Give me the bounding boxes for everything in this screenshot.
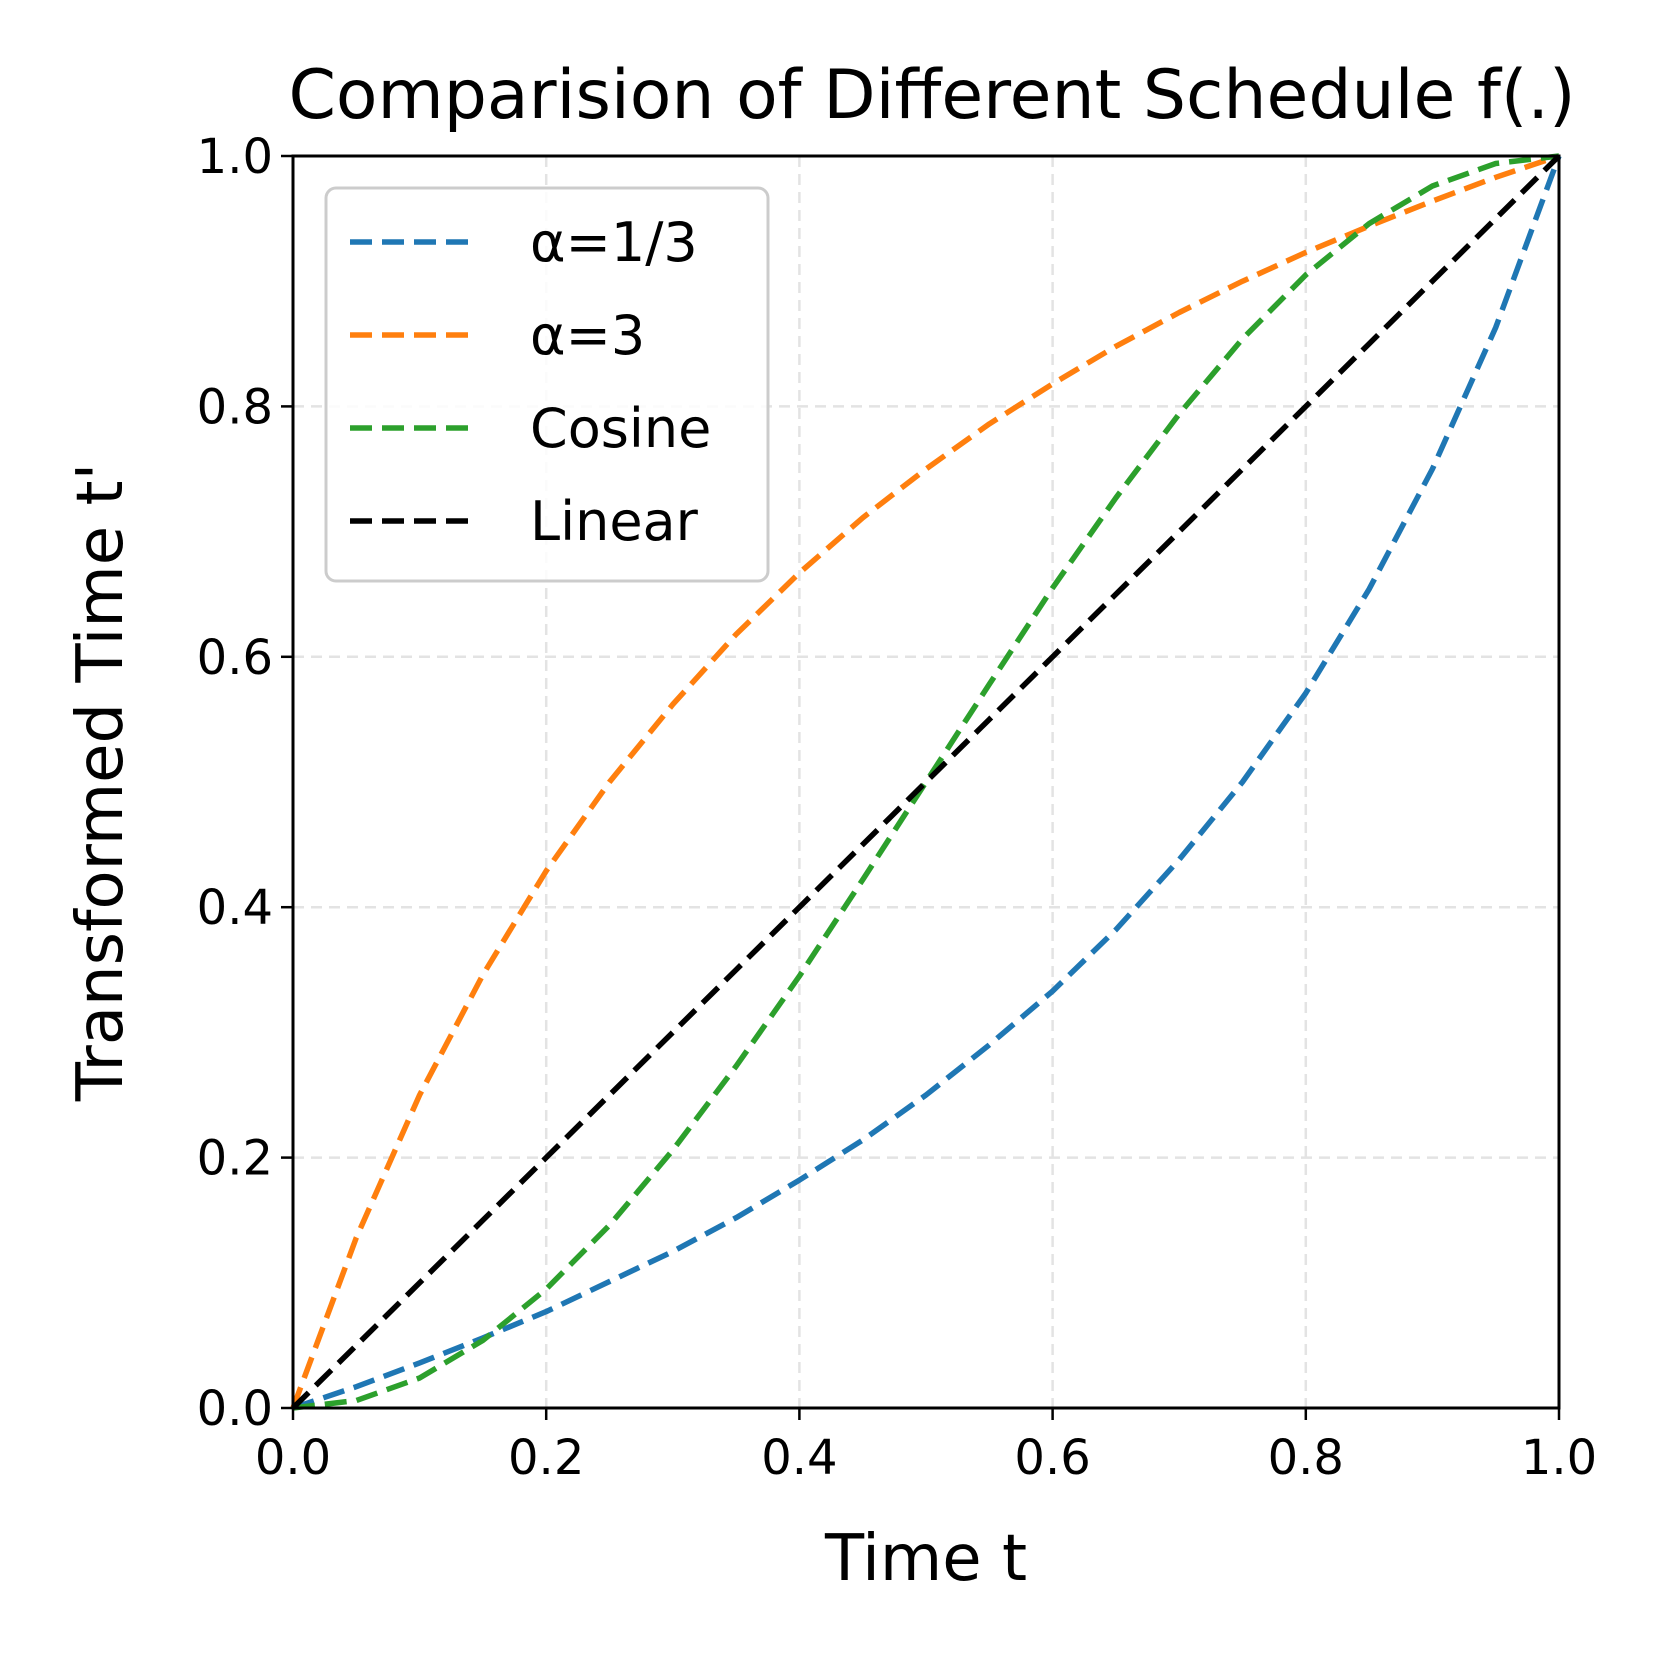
series-group <box>290 153 1562 1411</box>
x-tick-label: 0.2 <box>508 1430 584 1486</box>
y-tick-label: 0.4 <box>197 880 273 936</box>
y-tick-label: 0.0 <box>197 1381 273 1437</box>
x-tick-label: 0.4 <box>761 1430 837 1486</box>
x-tick-label: 0.6 <box>1014 1430 1090 1486</box>
x-axis-label: Time t <box>824 1522 1027 1596</box>
x-tick-label: 0.8 <box>1268 1430 1344 1486</box>
legend-label-3: α=3 <box>530 304 645 367</box>
legend-label-cosine: Cosine <box>530 397 711 460</box>
y-tick-label: 1.0 <box>197 129 273 185</box>
x-tick-label: 0.0 <box>255 1430 331 1486</box>
plot-area-frame <box>291 154 1561 1410</box>
legend-label-1-3: α=1/3 <box>530 211 698 274</box>
legend: α=1/3 α=3 Cosine Linear <box>324 186 770 583</box>
x-axis-ticks: 0.0 0.2 0.4 0.6 0.8 1.0 <box>255 1408 1597 1486</box>
y-axis-label: Transformed Time t' <box>64 463 138 1102</box>
y-tick-label: 0.2 <box>197 1131 273 1187</box>
series-line-cosine <box>292 153 1560 1411</box>
legend-label-linear: Linear <box>530 490 699 553</box>
legend-entries: α=1/3 α=3 Cosine Linear <box>350 211 711 553</box>
y-tick-label: 0.6 <box>197 630 273 686</box>
y-axis-ticks: 0.0 0.2 0.4 0.6 0.8 1.0 <box>197 129 293 1437</box>
y-tick-label: 0.8 <box>197 379 273 435</box>
chart-title: Comparision of Different Schedule f(.) <box>288 56 1575 135</box>
legend-box <box>324 186 770 583</box>
series-line-1-3 <box>292 155 1562 1411</box>
series-line-linear <box>291 154 1561 1410</box>
x-tick-label: 1.0 <box>1521 1430 1597 1486</box>
series-line-3 <box>290 153 1560 1409</box>
